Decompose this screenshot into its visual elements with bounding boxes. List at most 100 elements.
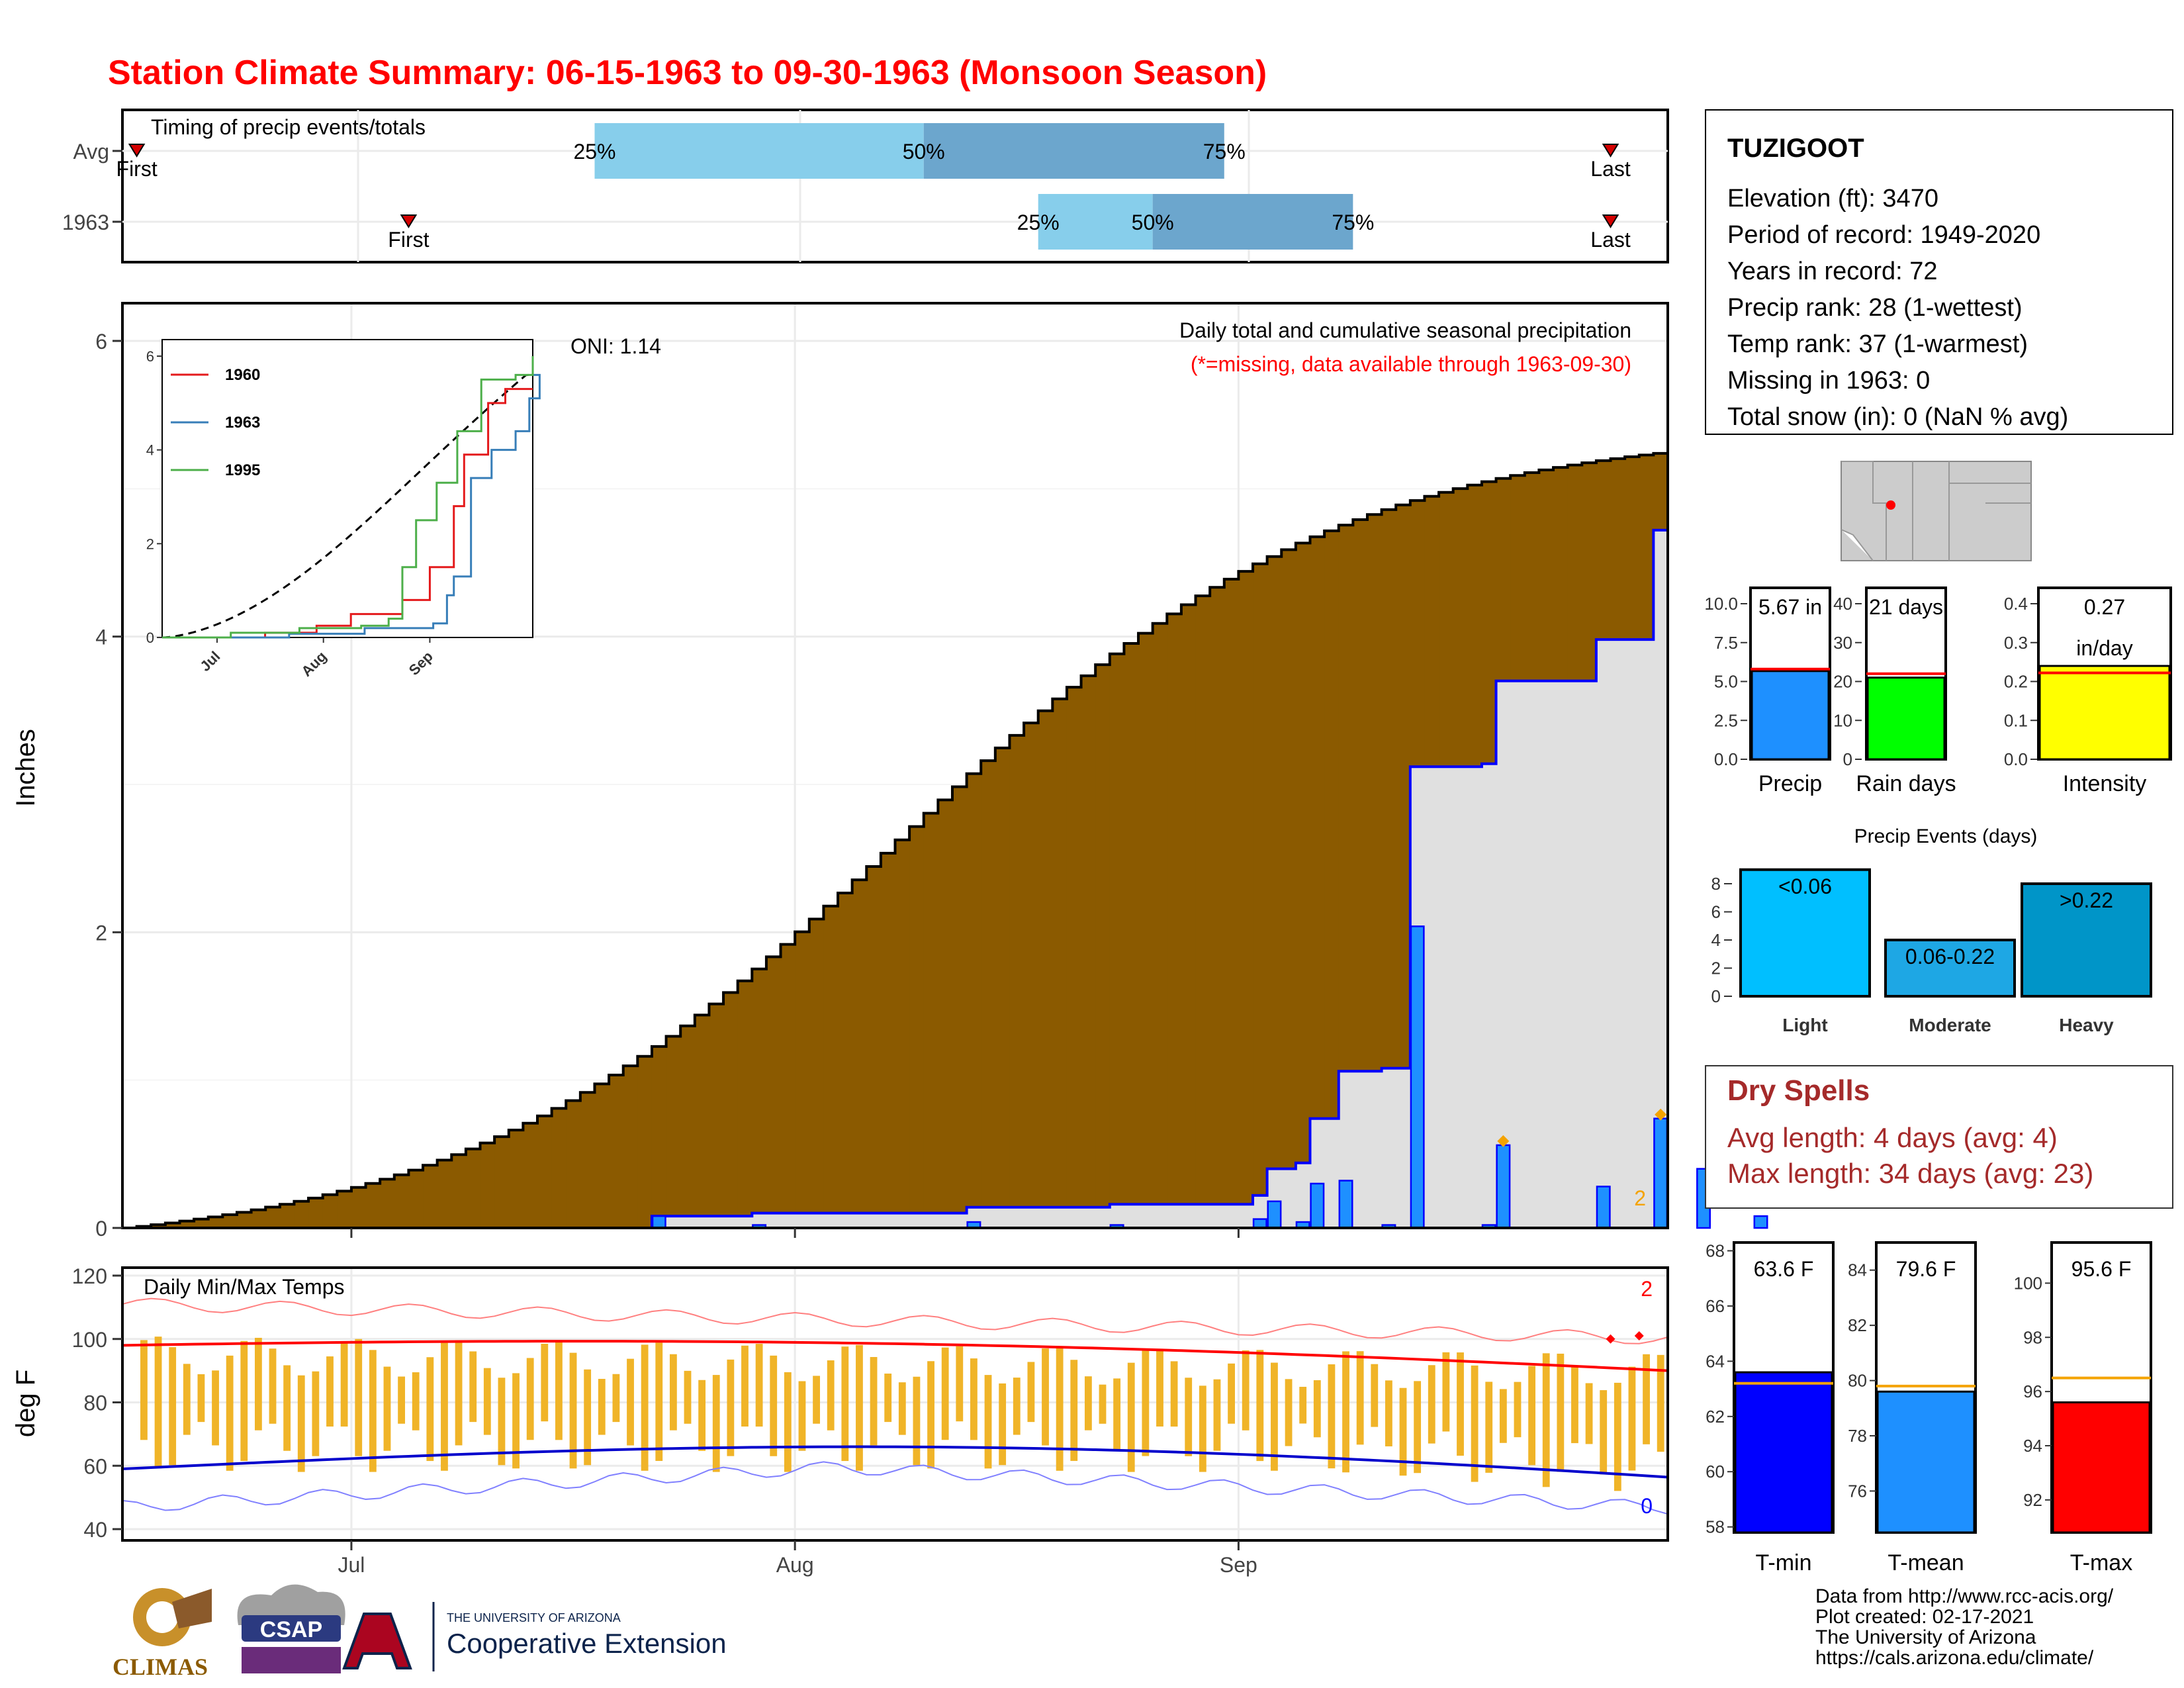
temp-panel-0: 63.6 F 58 60 62 64 66 68 T-min [1706, 1241, 1835, 1575]
daily-temp-bar [727, 1359, 735, 1456]
daily-temp-bar [956, 1346, 964, 1422]
panel-ytick-label: 20 [1833, 672, 1852, 692]
deficit-segment [1424, 496, 1439, 767]
inset-legend-label: 1995 [225, 461, 260, 479]
deficit-segment [222, 1214, 238, 1228]
deficit-segment [1310, 536, 1325, 1119]
daily-temp-bar [1285, 1379, 1293, 1446]
daily-temp-bar [684, 1370, 692, 1424]
deficit-segment [179, 1221, 195, 1228]
timing-box-50-75 [1152, 194, 1353, 250]
deficit-segment [236, 1212, 252, 1228]
daily-temp-bar [1356, 1351, 1364, 1445]
timing-p25-label: 25% [573, 140, 615, 164]
temp-panel-ytick-label: 58 [1706, 1517, 1725, 1537]
inset-series-1963 [162, 371, 541, 639]
deficit-segment [1095, 665, 1111, 1207]
timing-last-marker [1602, 214, 1619, 228]
deficit-segment [952, 786, 968, 1213]
temp-panel-ytick-label: 84 [1848, 1260, 1867, 1280]
daily-temp-bar [1228, 1363, 1235, 1424]
daily-temp-bar [183, 1364, 191, 1435]
deficit-segment [737, 980, 752, 1217]
deficit-segment [308, 1197, 324, 1228]
daily-temp-bar [1414, 1381, 1422, 1474]
daily-temp-bar [1299, 1387, 1307, 1424]
temp-panel-bar [2052, 1401, 2151, 1534]
deficit-segment [780, 944, 796, 1213]
temp-xtick-label: Aug [776, 1553, 814, 1577]
deficit-segment [752, 968, 767, 1213]
temp-title: Daily Min/Max Temps [144, 1275, 344, 1299]
event-bar-light [1739, 868, 1871, 998]
deficit-segment [322, 1194, 338, 1228]
daily-temp-bar [784, 1372, 792, 1472]
footer-credits: Data from http://www.rcc-acis.org/ Plot … [1815, 1585, 2114, 1669]
temp-ytick-label: 80 [83, 1391, 107, 1415]
deficit-segment [1210, 587, 1225, 1205]
daily-precip-bar [1596, 1186, 1611, 1229]
ua-logo: THE UNIVERSITY OF ARIZONA Cooperative Ex… [342, 1602, 727, 1671]
deficit-segment [1052, 698, 1068, 1207]
deficit-segment [1524, 472, 1539, 681]
station-name: TUZIGOOT [1727, 134, 1864, 163]
timing-row-0: Avg 25% 50% 75% First Last [73, 123, 1631, 181]
deficit-segment [194, 1219, 209, 1228]
panel-bar [1866, 677, 1946, 761]
deficit-segment [1152, 623, 1167, 1205]
event-bar-text: >0.22 [2060, 888, 2113, 912]
temp-panel-ytick-label: 68 [1706, 1241, 1725, 1261]
daily-temp-bar [1385, 1380, 1392, 1446]
deficit-segment [365, 1183, 381, 1228]
record-marker [1655, 1108, 1667, 1121]
inset-average-line [161, 373, 533, 639]
record-temp-marker [1634, 1331, 1644, 1340]
deficit-segment [208, 1217, 223, 1228]
daily-temp-bar [927, 1361, 934, 1469]
deficit-segment [1510, 475, 1525, 681]
daily-temp-bar [1643, 1354, 1650, 1444]
daily-temp-bar [770, 1355, 778, 1456]
daily-temp-bar [884, 1374, 892, 1423]
daily-temp-bar [297, 1375, 305, 1472]
deficit-segment [451, 1154, 467, 1228]
deficit-segment [1124, 643, 1139, 1205]
event-bar-label: Light [1782, 1015, 1827, 1035]
timing-p50-label: 50% [1132, 211, 1174, 234]
panel-ytick-label: 0.2 [2004, 672, 2028, 692]
daily-temp-bar [1628, 1366, 1636, 1471]
daily-precip-bar [1653, 1117, 1668, 1229]
record-high-line [122, 1297, 1668, 1344]
climas-logo: CLIMAS [113, 1588, 212, 1680]
temp-panel-ytick-label: 80 [1848, 1371, 1867, 1391]
panel-bar [2038, 665, 2171, 761]
deficit-segment [1024, 723, 1039, 1207]
deficit-segment [880, 853, 895, 1213]
deficit-segment [766, 957, 782, 1213]
deficit-segment [809, 919, 824, 1213]
daily-temp-bar [1013, 1378, 1021, 1435]
deficit-segment [408, 1170, 424, 1228]
daily-temp-bar [226, 1355, 234, 1471]
event-bar-label: Heavy [2059, 1015, 2114, 1035]
dry-spells-avg: Avg length: 4 days (avg: 4) [1727, 1122, 2058, 1153]
daily-temp-bar [369, 1350, 377, 1472]
credit-line-3: The University of Arizona [1815, 1626, 2036, 1648]
daily-temp-bar [1442, 1352, 1450, 1432]
deficit-segment [537, 1115, 553, 1228]
daily-temp-bar [1185, 1378, 1193, 1456]
daily-temp-bar [441, 1342, 448, 1471]
deficit-segment [795, 931, 810, 1213]
deficit-segment [709, 1004, 724, 1217]
events-ytick-label: 0 [1711, 986, 1721, 1006]
inset-ytick-label: 4 [146, 442, 154, 459]
timing-box-50-75 [923, 123, 1224, 179]
daily-temp-bar [898, 1382, 906, 1435]
deficit-segment [566, 1100, 581, 1228]
deficit-segment [494, 1137, 510, 1228]
inset-legend-label: 1963 [225, 414, 260, 432]
daily-temp-bar [312, 1371, 320, 1456]
daily-temp-bar [827, 1360, 835, 1430]
deficit-segment [637, 1056, 653, 1228]
deficit-segment [151, 1225, 166, 1228]
